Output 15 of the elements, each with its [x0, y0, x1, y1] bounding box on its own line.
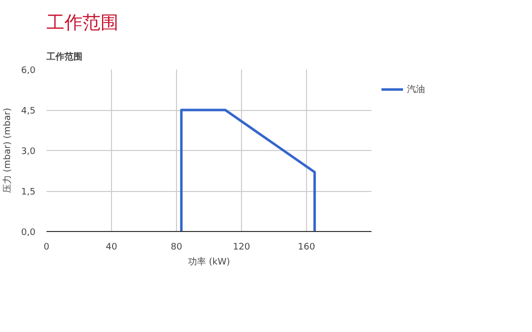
x-tick-label: 120 [232, 242, 250, 252]
legend-label: 汽油 [407, 84, 426, 96]
chart-title: 工作范围 [46, 12, 118, 34]
chart-subtitle: 工作范围 [46, 52, 82, 62]
y-tick-label: 0,0 [21, 228, 36, 238]
y-tick-label: 3,0 [21, 147, 36, 157]
x-tick-label: 40 [106, 242, 118, 252]
x-axis-title: 功率 (kW) [188, 256, 230, 268]
x-tick-label: 160 [298, 242, 316, 252]
y-tick-label: 1,5 [21, 188, 36, 198]
y-tick-label: 6,0 [21, 66, 36, 76]
x-tick-label: 80 [170, 242, 182, 252]
y-tick-label: 4,5 [21, 106, 36, 116]
y-axis-title: 压力 (mbar) (mbar) [2, 108, 14, 194]
x-tick-label: 0 [44, 242, 50, 252]
